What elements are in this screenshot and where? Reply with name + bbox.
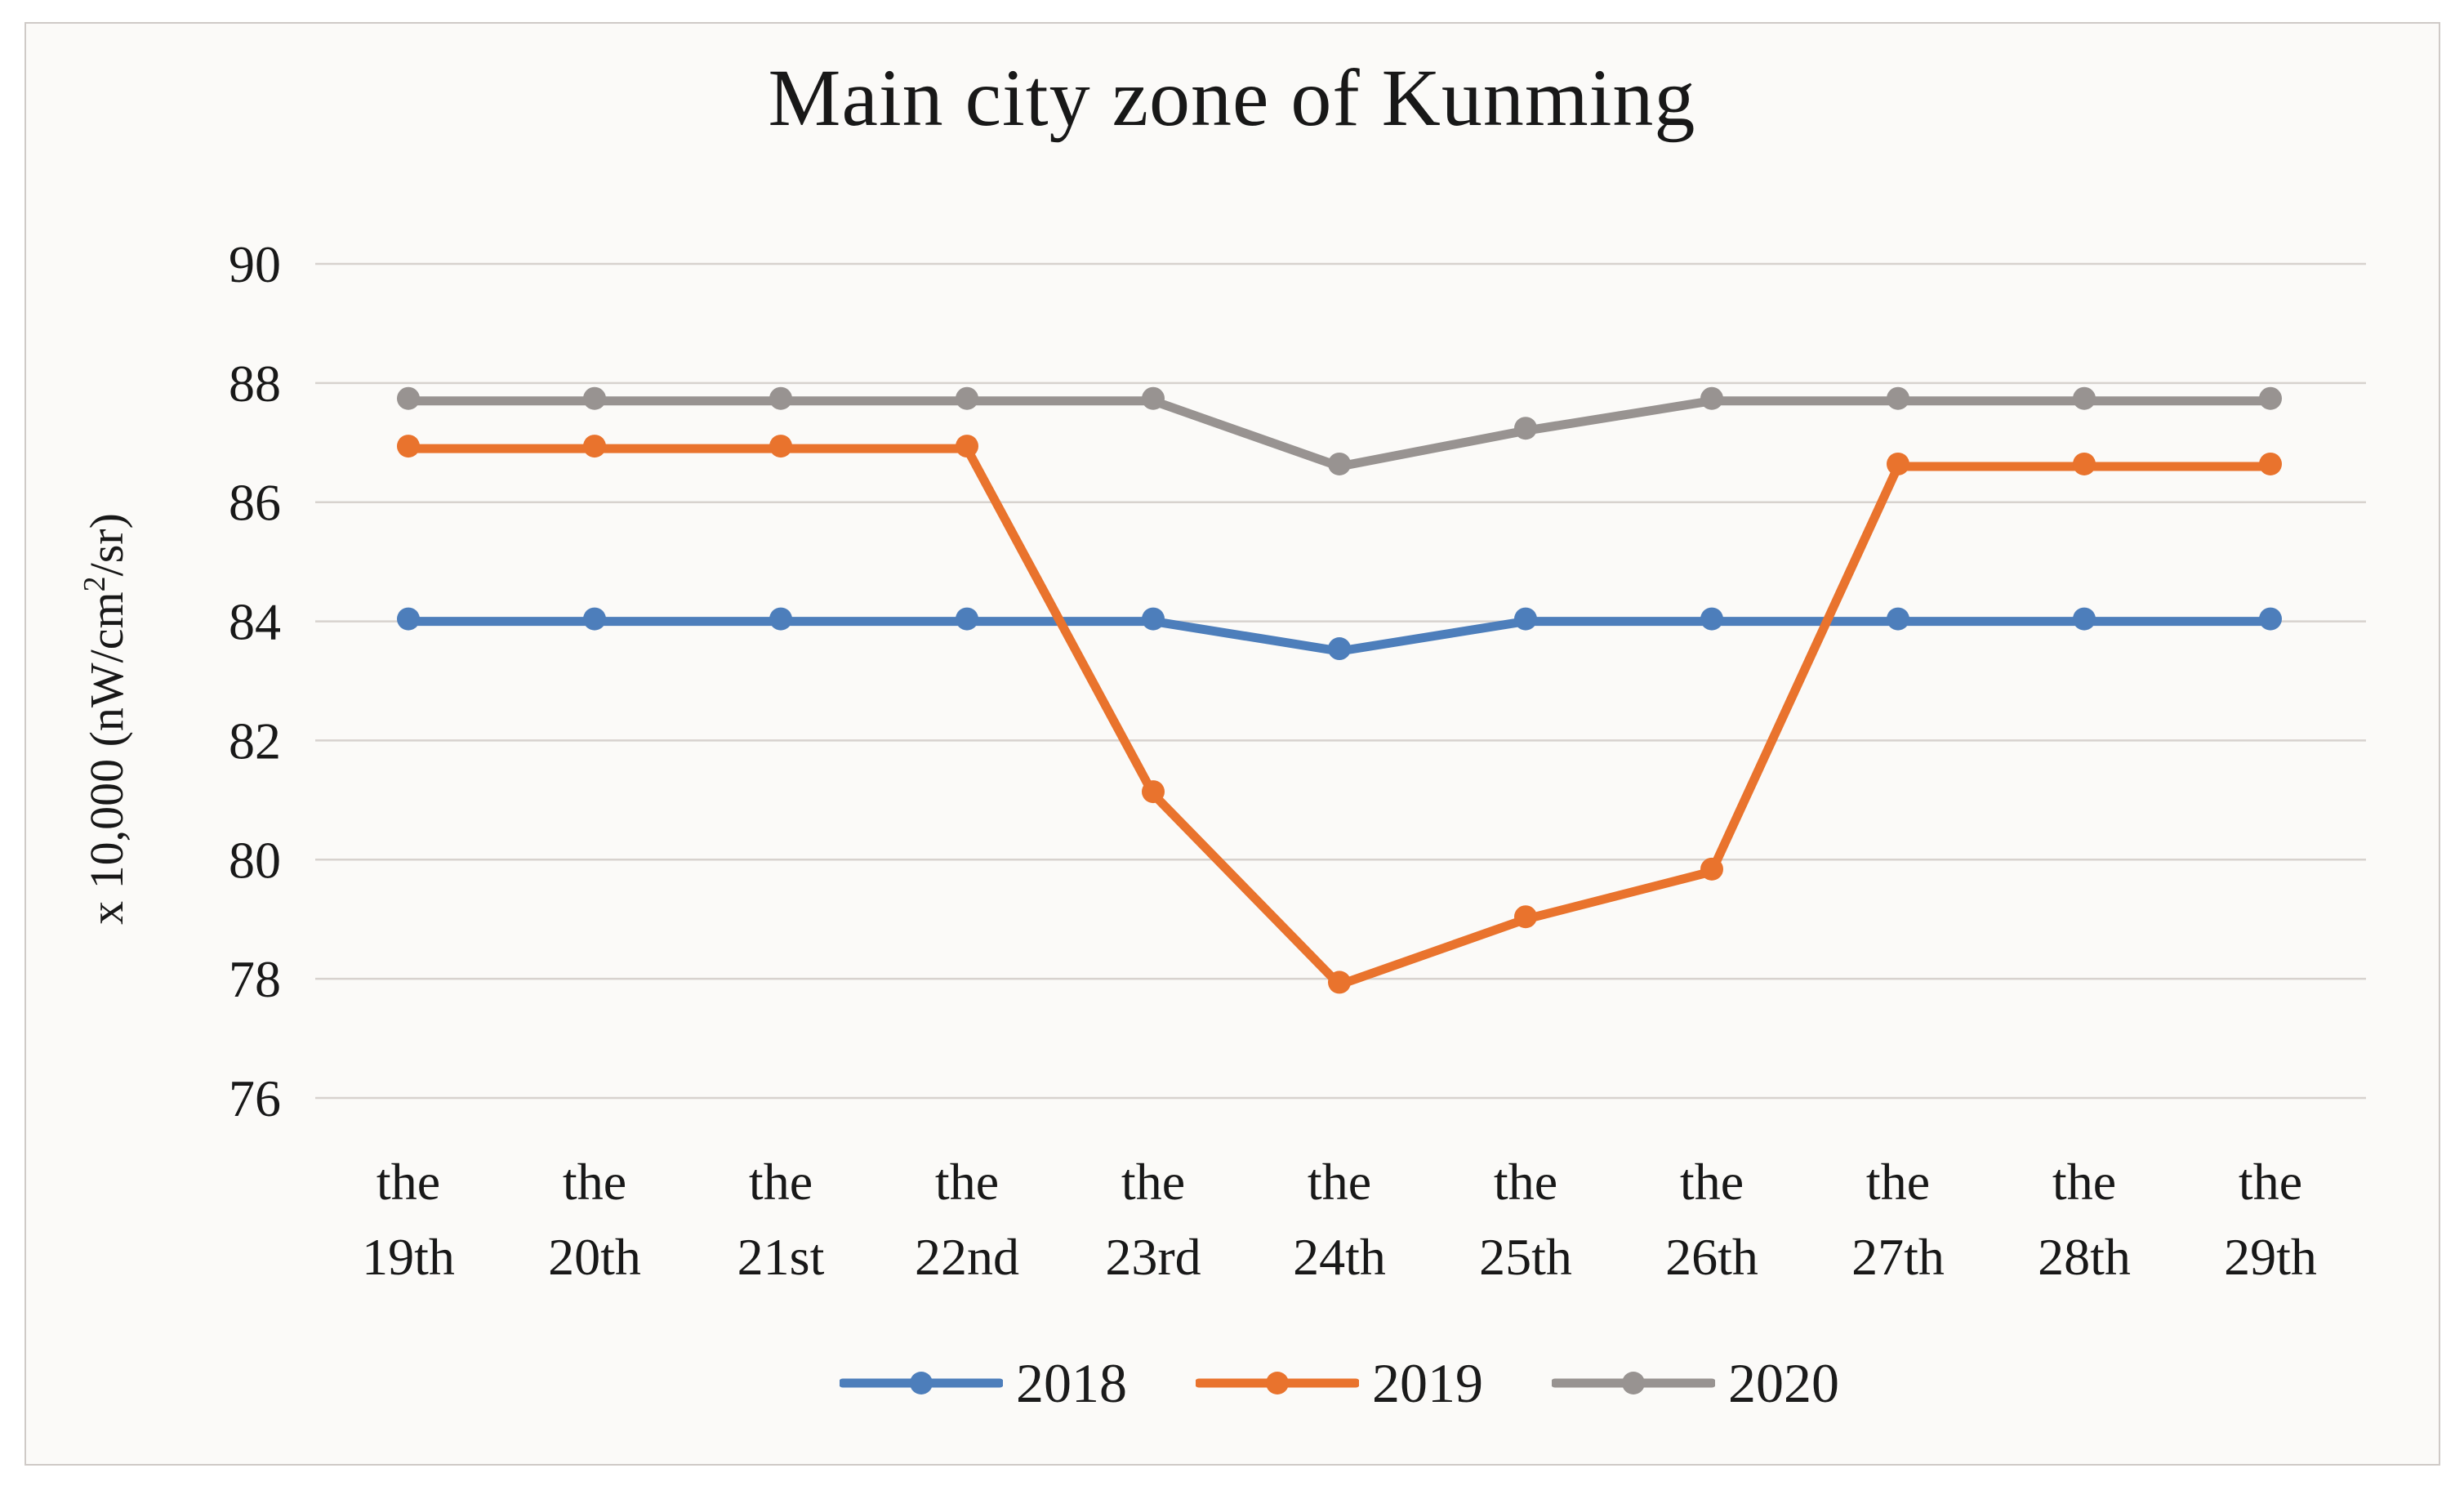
series-2020-marker-20th <box>583 386 606 410</box>
x-tick-label-24th: the 24th <box>1293 1153 1386 1286</box>
y-tick-label-78: 78 <box>229 950 281 1008</box>
series-2018-marker-27th <box>1887 607 1909 631</box>
legend-item-2019: 2019 <box>1196 1355 1483 1411</box>
series-2019-marker-27th <box>1887 452 1909 475</box>
series-2019-line <box>403 444 2275 989</box>
legend-swatch-2020 <box>1552 1372 1715 1395</box>
chart-title: Main city zone of Kunming <box>768 52 1696 143</box>
series-2019-marker-19th <box>397 435 420 458</box>
y-tick-label-90: 90 <box>229 235 281 293</box>
series-2018-marker-25th <box>1514 607 1537 631</box>
x-tick-label-29th: the 29th <box>2224 1153 2317 1286</box>
x-tick-label-20th: the 20th <box>548 1153 641 1286</box>
legend-label-2020: 2020 <box>1728 1352 1839 1414</box>
x-tick-label-25th: the 25th <box>1479 1153 1572 1286</box>
series-2019-marker-20th <box>583 435 606 458</box>
series-2019-marker-29th <box>2259 452 2282 475</box>
series-2019-marker-23rd <box>1142 780 1165 804</box>
series-2020-marker-21st <box>769 386 792 410</box>
series-2020-marker-23rd <box>1142 386 1165 410</box>
series-2018-marker-29th <box>2259 607 2282 631</box>
series-2020-marker-28th <box>2073 386 2096 410</box>
series-2020-marker-26th <box>1700 386 1723 410</box>
series-2018-marker-24th <box>1328 637 1351 661</box>
legend: 2018 2019 2020 <box>315 1338 2364 1428</box>
x-tick-label-26th: the 26th <box>1665 1153 1758 1286</box>
series-2018-marker-28th <box>2073 607 2096 631</box>
y-axis-title: x 10,000 (nW/cm2/sr) <box>78 513 133 925</box>
y-tick-label-80: 80 <box>229 831 281 889</box>
y-tick-label-88: 88 <box>229 355 281 413</box>
series-2019-marker-21st <box>769 435 792 458</box>
legend-label-2019: 2019 <box>1372 1352 1483 1414</box>
series-2018-marker-22nd <box>956 607 978 631</box>
x-tick-label-22nd: the 22nd <box>915 1153 1019 1286</box>
series-2018-marker-21st <box>769 607 792 631</box>
x-tick-label-19th: the 19th <box>362 1153 455 1286</box>
figure-border <box>25 22 2440 1466</box>
legend-label-2018: 2018 <box>1016 1352 1127 1414</box>
y-tick-label-82: 82 <box>229 712 281 770</box>
x-tick-label-23rd: the 23rd <box>1105 1153 1201 1286</box>
series-2020-marker-27th <box>1887 386 1909 410</box>
series-2018-marker-20th <box>583 607 606 631</box>
series-2019-marker-28th <box>2073 452 2096 475</box>
series-2020-marker-29th <box>2259 386 2282 410</box>
series-2019-marker-22nd <box>956 435 978 458</box>
series-2018-marker-26th <box>1700 607 1723 631</box>
series-2018-marker-23rd <box>1142 607 1165 631</box>
series-2020-marker-19th <box>397 386 420 410</box>
series-2020-marker-25th <box>1514 417 1537 440</box>
x-tick-label-27th: the 27th <box>1851 1153 1945 1286</box>
series-2020-marker-22nd <box>956 386 978 410</box>
y-tick-label-84: 84 <box>229 593 281 651</box>
x-tick-label-28th: the 28th <box>2038 1153 2131 1286</box>
y-tick-label-76: 76 <box>229 1069 281 1127</box>
series-2019-marker-26th <box>1700 857 1723 881</box>
legend-item-2018: 2018 <box>840 1355 1127 1411</box>
series-2019-marker-24th <box>1328 971 1351 994</box>
legend-swatch-2019 <box>1196 1372 1359 1395</box>
series-2019-marker-25th <box>1514 905 1537 929</box>
y-tick-label-86: 86 <box>229 474 281 532</box>
series-2018-marker-19th <box>397 607 420 631</box>
x-tick-label-21st: the 21st <box>737 1153 825 1286</box>
legend-item-2020: 2020 <box>1552 1355 1839 1411</box>
series-2020-marker-24th <box>1328 452 1351 475</box>
legend-swatch-2018 <box>840 1372 1003 1395</box>
